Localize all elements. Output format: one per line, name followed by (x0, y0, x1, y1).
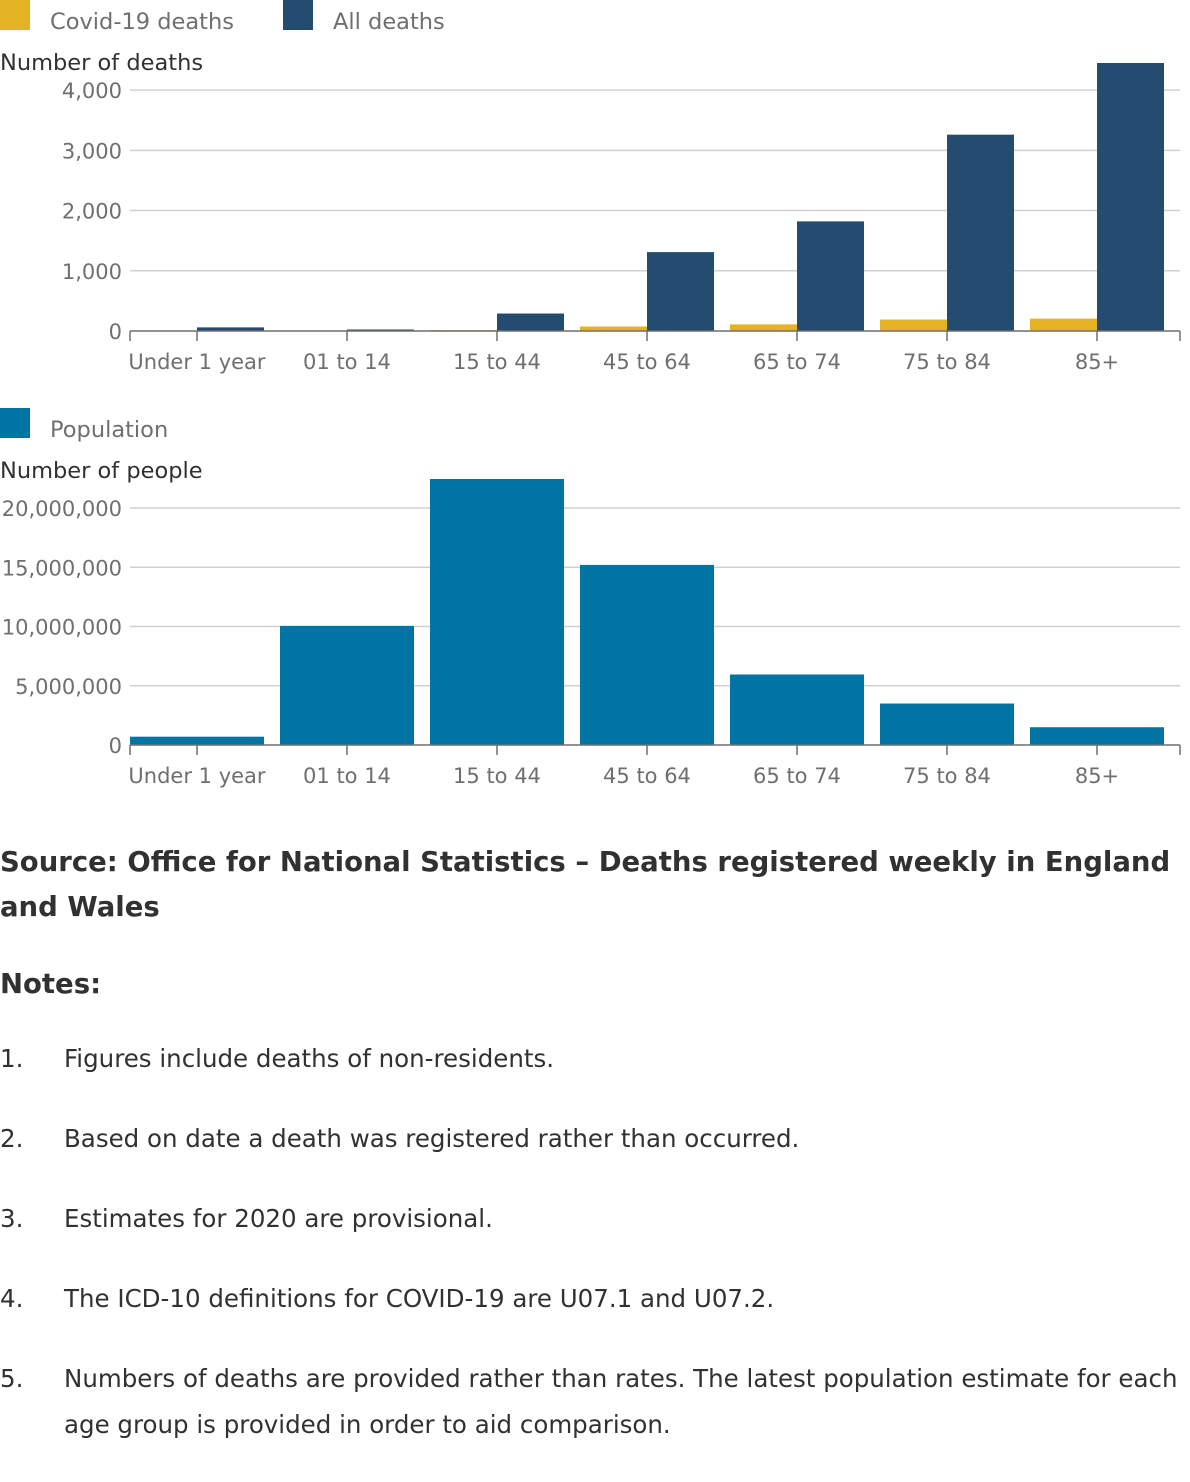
bar (580, 326, 647, 331)
note-text: Based on date a death was registered rat… (64, 1124, 800, 1153)
bar (497, 313, 564, 331)
y-tick-label: 2,000 (62, 200, 122, 224)
note-item: 1. Figures include deaths of non-residen… (0, 1036, 1190, 1082)
y-tick-label: 10,000,000 (2, 616, 122, 640)
x-tick-label: 45 to 64 (603, 764, 691, 788)
legend-swatch (0, 408, 30, 438)
y-tick-label: 1,000 (62, 260, 122, 284)
x-tick-label: Under 1 year (128, 764, 265, 788)
note-text: Figures include deaths of non-residents. (64, 1044, 555, 1073)
bar (347, 329, 414, 331)
bar (197, 327, 264, 331)
bar (580, 564, 714, 745)
x-tick-label: 15 to 44 (453, 764, 541, 788)
x-tick-label: 75 to 84 (903, 764, 991, 788)
x-tick-label: 15 to 44 (453, 350, 541, 374)
legend-swatch (283, 0, 313, 30)
bar (280, 625, 414, 745)
deaths-by-age-chart: Covid-19 deaths All deaths Number of death… (0, 0, 1181, 374)
bar (730, 324, 797, 331)
y-axis-title: Number of deaths (0, 50, 203, 76)
x-tick-label: 65 to 74 (753, 764, 841, 788)
y-tick-label: 4,000 (62, 79, 122, 103)
bar (880, 319, 947, 331)
note-item: 3. Estimates for 2020 are provisional. (0, 1196, 1190, 1242)
bar (1030, 727, 1164, 745)
population-by-age-chart: Population Number of people 0 5,000,000 10,0… (0, 408, 1181, 788)
legend-label: All deaths (333, 9, 445, 35)
note-text: Estimates for 2020 are provisional. (64, 1204, 493, 1233)
legend-label: Population (50, 417, 168, 443)
note-item: 5. Numbers of deaths are provided rather… (0, 1356, 1190, 1448)
bar (1030, 318, 1097, 331)
y-axis-title: Number of people (0, 458, 203, 484)
legend-swatch (0, 0, 30, 30)
x-tick-label: 85+ (1075, 764, 1119, 788)
y-tick-label: 0 (109, 734, 122, 758)
note-item: 2. Based on date a death was registered … (0, 1116, 1190, 1162)
x-tick-label: Under 1 year (128, 350, 265, 374)
x-tick-label: 01 to 14 (303, 764, 391, 788)
legend-label: Covid-19 deaths (50, 9, 234, 35)
source-note: Source: Office for National Statistics –… (0, 846, 1171, 923)
x-tick-label: 45 to 64 (603, 350, 691, 374)
note-number: 3. (0, 1204, 24, 1233)
x-tick-label: 65 to 74 (753, 350, 841, 374)
note-number: 2. (0, 1124, 24, 1153)
x-tick-label: 01 to 14 (303, 350, 391, 374)
y-tick-label: 15,000,000 (2, 556, 122, 580)
bar (730, 674, 864, 745)
x-tick-label: 85+ (1075, 350, 1119, 374)
note-text: Numbers of deaths are provided rather th… (64, 1364, 1178, 1439)
note-number: 5. (0, 1364, 24, 1393)
y-tick-label: 5,000,000 (15, 675, 122, 699)
bar (430, 479, 564, 745)
notes-list: 1. Figures include deaths of non-residen… (0, 1036, 1190, 1482)
bar (130, 736, 264, 745)
notes-heading: Notes: (0, 968, 102, 1000)
note-item: 4. The ICD-10 definitions for COVID-19 a… (0, 1276, 1190, 1322)
note-text: The ICD-10 definitions for COVID-19 are … (64, 1284, 775, 1313)
note-number: 4. (0, 1284, 24, 1313)
bar (797, 221, 864, 331)
bar (880, 703, 1014, 745)
y-tick-label: 20,000,000 (2, 497, 122, 521)
y-tick-label: 0 (109, 320, 122, 344)
y-tick-label: 3,000 (62, 139, 122, 163)
bar (947, 134, 1014, 331)
bar (1097, 63, 1164, 331)
bar (647, 252, 714, 331)
note-number: 1. (0, 1044, 24, 1073)
x-tick-label: 75 to 84 (903, 350, 991, 374)
